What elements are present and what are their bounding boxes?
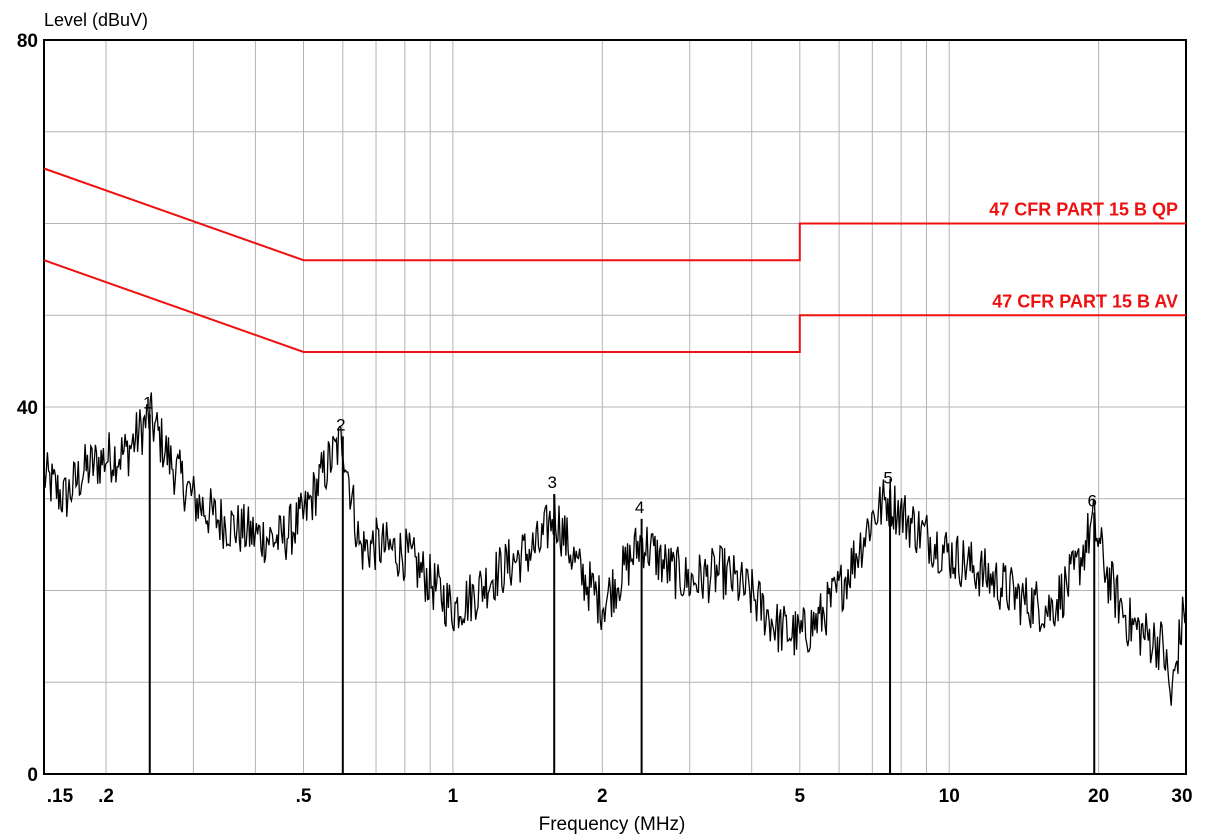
marker-label-4: 4 bbox=[635, 498, 644, 517]
x-tick-label: .2 bbox=[98, 786, 114, 807]
x-tick-label: .5 bbox=[296, 786, 312, 807]
x-tick-label: 20 bbox=[1088, 786, 1109, 807]
x-tick-label: 5 bbox=[795, 786, 806, 807]
plot-frame bbox=[43, 39, 1187, 775]
marker-label-2: 2 bbox=[336, 415, 345, 434]
limit-line-qp bbox=[43, 167, 1186, 262]
y-tick-label: 0 bbox=[27, 765, 38, 786]
limit-line-label: 47 CFR PART 15 B AV bbox=[992, 291, 1178, 311]
marker-label-1: 1 bbox=[143, 393, 152, 412]
x-tick-label: 30 bbox=[1171, 786, 1192, 807]
marker-label-5: 5 bbox=[883, 469, 892, 488]
y-tick-label: 80 bbox=[17, 31, 38, 52]
x-tick-label: 2 bbox=[597, 786, 608, 807]
x-tick-label: 10 bbox=[939, 786, 960, 807]
limit-line-av bbox=[43, 259, 1186, 353]
y-tick-label: 40 bbox=[17, 398, 38, 419]
marker-label-3: 3 bbox=[547, 473, 556, 492]
marker-label-6: 6 bbox=[1088, 492, 1097, 511]
x-tick-label: .15 bbox=[47, 786, 74, 807]
x-axis-label: Frequency (MHz) bbox=[539, 814, 686, 835]
y-axis-label: Level (dBuV) bbox=[44, 10, 148, 30]
grid bbox=[44, 40, 1186, 774]
x-tick-label: 1 bbox=[448, 786, 459, 807]
measurement-trace bbox=[43, 392, 1187, 706]
limit-line-label: 47 CFR PART 15 B QP bbox=[989, 200, 1178, 220]
